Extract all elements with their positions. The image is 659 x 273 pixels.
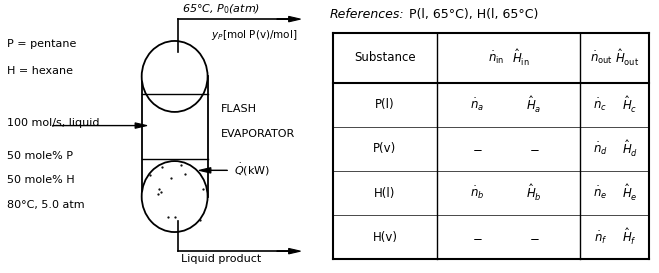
Text: $\dot{n}_{a}$: $\dot{n}_{a}$: [470, 96, 484, 113]
Text: P(l): P(l): [375, 98, 395, 111]
Text: 50 mole% P: 50 mole% P: [7, 151, 72, 161]
Text: $\dot{n}_{f}$: $\dot{n}_{f}$: [594, 229, 607, 245]
Bar: [142, 76, 208, 197]
Text: H(v): H(v): [372, 231, 397, 244]
Text: $\hat{H}_{c}$: $\hat{H}_{c}$: [622, 95, 637, 115]
Text: Substance: Substance: [354, 51, 416, 64]
Text: Liquid product: Liquid product: [181, 254, 261, 264]
FancyArrow shape: [277, 16, 301, 22]
Text: 80°C, 5.0 atm: 80°C, 5.0 atm: [7, 200, 84, 210]
Text: P(l, 65°C), H(l, 65°C): P(l, 65°C), H(l, 65°C): [405, 8, 538, 21]
Text: $\dot{n}_\mathrm{in}$: $\dot{n}_\mathrm{in}$: [488, 49, 504, 66]
Text: $\dot{Q}$(kW): $\dot{Q}$(kW): [234, 162, 270, 179]
Text: $-$: $-$: [529, 143, 539, 155]
Text: P = pentane: P = pentane: [7, 39, 76, 49]
Text: $-$: $-$: [472, 231, 482, 244]
Ellipse shape: [142, 161, 208, 232]
Text: $\dot{n}_{d}$: $\dot{n}_{d}$: [593, 141, 608, 157]
Text: $\hat{H}_\mathrm{in}$: $\hat{H}_\mathrm{in}$: [512, 48, 530, 68]
Text: FLASH: FLASH: [221, 104, 257, 114]
Text: $\hat{H}_{e}$: $\hat{H}_{e}$: [622, 183, 637, 203]
Text: $\hat{H}_{b}$: $\hat{H}_{b}$: [526, 183, 542, 203]
Text: H(l): H(l): [374, 186, 395, 200]
Text: EVAPORATOR: EVAPORATOR: [221, 129, 295, 139]
Text: $\dot{n}_{b}$: $\dot{n}_{b}$: [470, 185, 484, 201]
Text: $\dot{n}_{e}$: $\dot{n}_{e}$: [593, 185, 608, 201]
FancyArrow shape: [277, 248, 301, 254]
Text: P(v): P(v): [374, 143, 397, 155]
Text: $\dot{n}_\mathrm{out}$: $\dot{n}_\mathrm{out}$: [590, 49, 613, 66]
Text: $-$: $-$: [472, 143, 482, 155]
Bar: [142, 75, 208, 78]
Text: $\hat{H}_{a}$: $\hat{H}_{a}$: [527, 95, 542, 115]
Bar: [142, 195, 208, 198]
Text: References:: References:: [330, 8, 404, 21]
Text: $\hat{H}_{d}$: $\hat{H}_{d}$: [621, 139, 638, 159]
Text: $\hat{H}_{f}$: $\hat{H}_{f}$: [622, 227, 637, 247]
Text: $\hat{H}_\mathrm{out}$: $\hat{H}_\mathrm{out}$: [615, 48, 639, 68]
Text: $-$: $-$: [529, 231, 539, 244]
FancyArrow shape: [199, 168, 227, 173]
Text: 50 mole% H: 50 mole% H: [7, 175, 74, 185]
Ellipse shape: [142, 41, 208, 112]
Text: 65°C, $P_0$(atm): 65°C, $P_0$(atm): [182, 3, 260, 16]
Text: 100 mol/s, liquid: 100 mol/s, liquid: [7, 118, 99, 128]
Text: $\dot{n}_{c}$: $\dot{n}_{c}$: [593, 96, 608, 113]
FancyArrow shape: [53, 123, 147, 128]
Text: H = hexane: H = hexane: [7, 66, 72, 76]
Text: $y_P$[mol P(v)/mol]: $y_P$[mol P(v)/mol]: [211, 28, 297, 43]
